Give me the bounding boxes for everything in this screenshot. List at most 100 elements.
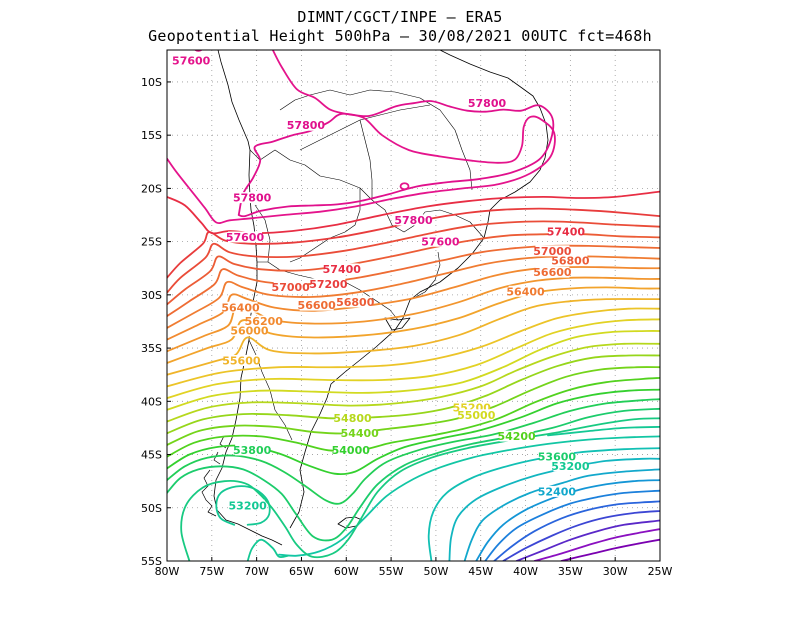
high-center-ring [194, 50, 203, 52]
contour-line-55400 [167, 307, 660, 388]
contour-line-53200 [215, 485, 271, 526]
contour-label: 53800 [233, 444, 272, 457]
contour-line-54600 [167, 354, 660, 435]
contour-line-52200 [475, 479, 660, 561]
contour-label: 55600 [222, 354, 261, 367]
contour-label-background [232, 325, 267, 337]
contour-label-background [423, 235, 458, 247]
contour-line-53200 [547, 426, 660, 437]
contour-label: 54800 [333, 412, 372, 425]
contour-label-background [235, 444, 270, 456]
contour-label-background [342, 427, 377, 439]
contour-label-background [535, 266, 570, 278]
contour-line-57200 [167, 207, 660, 279]
contour-label: 57600 [226, 231, 265, 244]
lon-tick-label: 75W [199, 565, 224, 578]
lon-tick-label: 25W [648, 565, 673, 578]
lat-tick-label: 50S [141, 502, 162, 515]
contour-label-background [324, 263, 359, 275]
contour-label-background [535, 245, 570, 257]
contour-line-53800 [167, 398, 660, 505]
contour-label: 57000 [272, 281, 311, 294]
map-title-field: Geopotential Height 500hPa – 30/08/2021 … [148, 27, 652, 45]
lon-tick-label: 40W [513, 565, 538, 578]
contour-line-57800 [237, 100, 555, 218]
contour-line-54200 [167, 377, 660, 458]
lon-tick-label: 45W [468, 565, 493, 578]
contour-label-background [553, 460, 588, 472]
contour-line-54400 [167, 366, 660, 446]
contour-label: 53600 [538, 450, 577, 463]
contour-line-56800 [167, 233, 660, 306]
contour-label: 56000 [230, 325, 269, 338]
contour-line-55200 [167, 318, 660, 399]
contour-label: 57800 [233, 192, 272, 205]
contour-label-background [224, 354, 259, 366]
contour-label: 57800 [287, 119, 326, 132]
lon-tick-label: 35W [558, 565, 583, 578]
contour-line-54800 [167, 342, 660, 423]
contour-label: 57800 [394, 214, 433, 227]
high-center-ring [399, 182, 410, 191]
contour-line-53200 [246, 538, 289, 561]
contour-line-55600 [167, 298, 660, 376]
contour-line-52800 [427, 447, 660, 561]
lon-tick-label: 65W [289, 565, 314, 578]
contour-label: 56400 [506, 285, 545, 298]
contour-label-background [288, 119, 323, 131]
lat-tick-label: 35S [141, 342, 162, 355]
contour-label: 57600 [421, 235, 460, 248]
contour-label: 53200 [229, 499, 268, 512]
contour-label: 57200 [309, 278, 348, 291]
lat-tick-label: 10S [141, 76, 162, 89]
contour-labels: 57600 57800 57800 57800 57800 57600 57600 57400… [172, 54, 590, 512]
contour-label-background [174, 54, 209, 66]
contour-label-background [508, 285, 543, 297]
contour-label-background [227, 231, 262, 243]
contour-line-52400 [463, 468, 660, 561]
high-pressure-centers [194, 50, 410, 191]
latitude-axis: 10S 15S 20S 25S 30S 35S 40S 45S 50S 55S [141, 76, 171, 568]
contour-line-51800 [493, 500, 660, 561]
contour-label-background [299, 299, 334, 311]
contour-label: 57000 [533, 245, 572, 258]
contour-label-background [459, 409, 494, 421]
contour-label: 56800 [551, 254, 590, 267]
contour-label: 56600 [533, 266, 572, 279]
contour-label-background [539, 485, 574, 497]
lat-tick-label: 40S [141, 395, 162, 408]
contour-line-55000 [167, 330, 660, 411]
contour-line-52600 [448, 457, 660, 561]
contour-label: 57400 [547, 226, 586, 239]
political-boundaries [248, 89, 485, 441]
contour-line-51400 [515, 519, 660, 561]
contour-label: 55000 [457, 409, 496, 422]
lon-tick-label: 50W [423, 565, 448, 578]
lat-tick-label: 45S [141, 449, 162, 462]
contour-label-background [230, 499, 265, 511]
contour-label-background [548, 226, 583, 238]
contour-label: 54200 [497, 430, 536, 443]
lon-tick-label: 70W [244, 565, 269, 578]
lon-tick-label: 80W [155, 565, 180, 578]
lat-tick-label: 20S [141, 182, 162, 195]
contour-label-background [333, 444, 368, 456]
contour-label-background [246, 315, 281, 327]
contour-label-background [470, 97, 505, 109]
contour-label-background [499, 430, 534, 442]
contour-label: 57600 [172, 54, 211, 67]
contour-label: 54400 [341, 427, 380, 440]
contour-label-background [338, 296, 373, 308]
longitude-axis: 80W 75W 70W 65W 60W 55W 50W 45W 40W 35W 30W 25W [155, 557, 673, 578]
contour-label: 56200 [245, 315, 284, 328]
river-plate-outline [384, 317, 411, 331]
contour-line-57000 [167, 220, 660, 294]
contour-line-56600 [167, 244, 660, 317]
contour-line-53600 [167, 407, 660, 542]
contour-label: 53200 [551, 460, 590, 473]
contour-label-background [396, 214, 431, 226]
lat-tick-label: 25S [141, 236, 162, 249]
map-title-source: DIMNT/CGCT/INPE – ERA5 [297, 8, 503, 26]
contour-label: 56800 [336, 296, 375, 309]
